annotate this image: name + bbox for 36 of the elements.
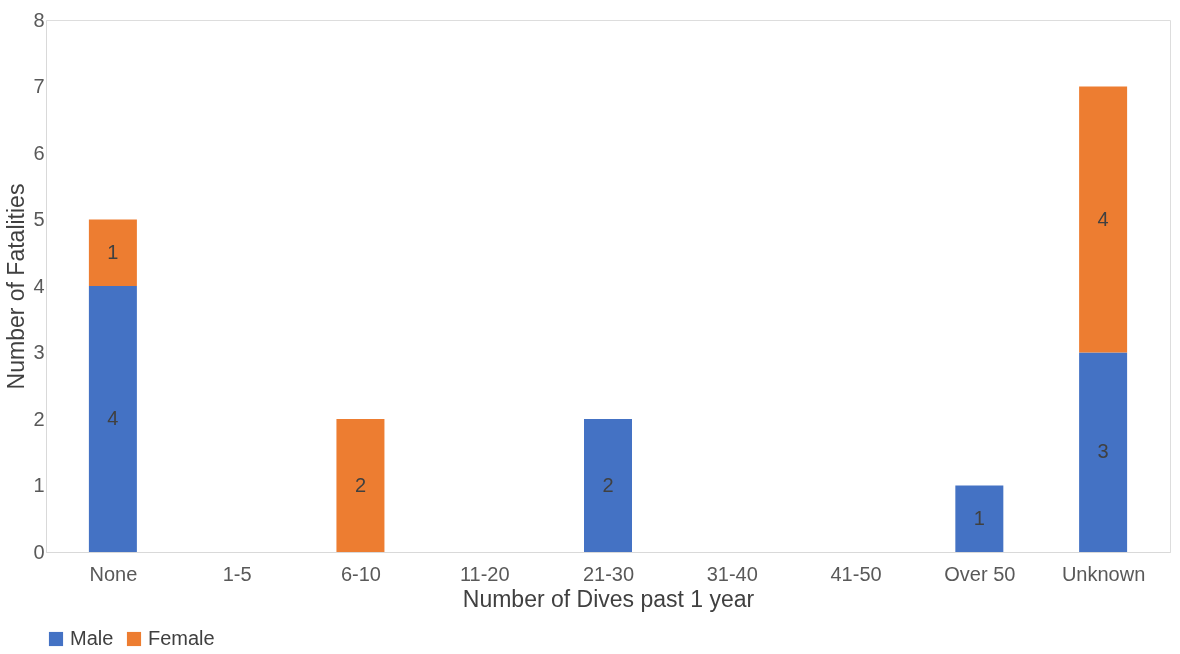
legend-label: Female [148,627,215,649]
x-tick-label: 41-50 [830,562,882,585]
data-label: 1 [107,240,119,263]
bar [955,485,1004,552]
bar [1079,352,1128,552]
data-label: 3 [1097,440,1109,463]
bar [336,419,385,552]
y-tick-label: 8 [33,8,45,31]
y-tick-label: 7 [33,75,45,97]
x-axis-title: Number of Dives past 1 year [462,585,755,612]
x-tick-label: 31-40 [706,562,758,585]
x-tick-label: Unknown [1061,562,1146,585]
legend-label: Male [70,627,114,649]
x-tick-label: 6-10 [340,562,381,585]
bar [584,419,632,552]
bar [88,286,137,552]
y-axis-title: Number of Fatalities [3,183,30,390]
y-tick-label: 6 [33,141,45,164]
data-label: 4 [107,407,119,429]
y-tick-label: 4 [33,274,45,297]
y-tick-label: 3 [33,341,45,363]
bar [1079,86,1128,353]
data-label: 2 [602,473,614,496]
y-tick-label: 1 [33,474,45,496]
data-label: 4 [1097,207,1109,230]
data-label: 1 [973,506,985,529]
x-tick-label: 21-30 [582,562,635,585]
y-tick-label: 5 [33,208,45,230]
x-tick-label: Over 50 [944,562,1016,585]
x-tick-label: 11-20 [459,562,510,585]
y-tick-label: 0 [33,540,45,563]
y-tick-label: 2 [33,407,45,430]
data-label: 2 [354,473,367,496]
x-tick-label: None [89,562,138,585]
bar [88,219,137,286]
x-tick-label: 1-5 [222,562,252,585]
